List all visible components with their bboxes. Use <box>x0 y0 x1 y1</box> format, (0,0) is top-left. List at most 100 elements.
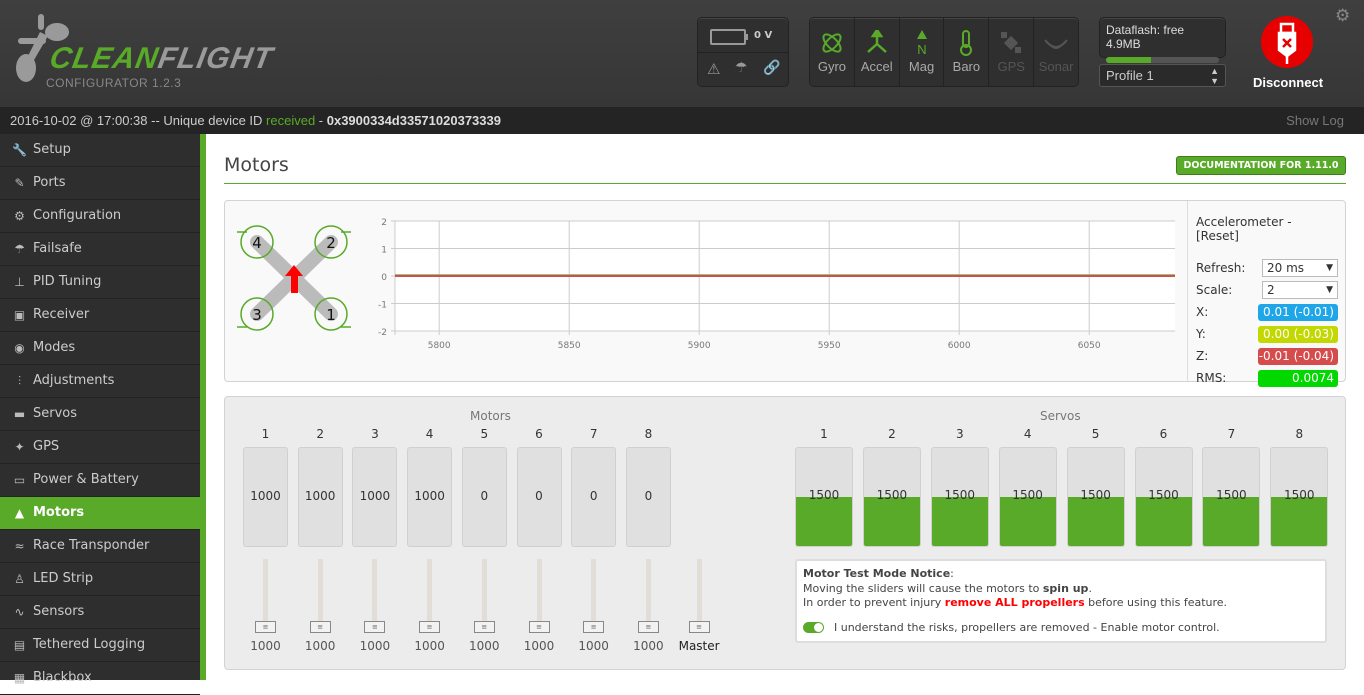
slider-handle[interactable]: ≡ <box>309 621 331 633</box>
app-version: CONFIGURATOR 1.2.3 <box>46 76 182 90</box>
slider-handle[interactable]: ≡ <box>419 621 441 633</box>
sidebar-item-motors[interactable]: ▲ Motors <box>0 497 200 530</box>
master-label: Master <box>678 639 720 653</box>
satellite-icon <box>1001 32 1022 53</box>
motor-slider-value: 1000 <box>469 639 500 653</box>
servo-column: 1 1500 <box>795 427 853 547</box>
sidebar-item-label: Failsafe <box>33 241 82 256</box>
motor-slider[interactable]: ≡ <box>626 559 671 639</box>
sidebar-item-label: Receiver <box>33 307 90 322</box>
motor-slider[interactable]: ≡ <box>352 559 397 639</box>
motor-slider[interactable]: ≡ <box>243 559 288 639</box>
servo-number: 3 <box>955 427 964 441</box>
forward-arrow-icon <box>285 265 303 293</box>
slider-handle[interactable]: ≡ <box>583 621 605 633</box>
y-tick-label: -2 <box>378 328 387 338</box>
motor-value-bar: 1000 <box>352 447 398 547</box>
motor-slider[interactable]: ≡ <box>298 559 343 639</box>
motor-slider[interactable]: ≡ <box>571 559 616 639</box>
page-title: Motors <box>224 154 289 176</box>
scale-select[interactable]: 2 <box>1262 281 1338 299</box>
sidebar-item-label: Servos <box>33 406 78 421</box>
disconnect-label[interactable]: Disconnect <box>1252 75 1324 90</box>
z-value-badge: -0.01 (-0.04) <box>1258 347 1338 365</box>
refresh-rate-select[interactable]: 20 ms <box>1262 259 1338 277</box>
motor-slider-value: 1000 <box>359 639 391 653</box>
sidebar: 🔧 Setup ✎ Ports ⚙ Configuration ☂ Failsafe ⊥ PID … <box>0 134 200 695</box>
motor-slider[interactable]: ≡ <box>462 559 507 639</box>
disconnect-button[interactable] <box>1261 16 1313 68</box>
sidebar-item-modes[interactable]: ◉ Modes <box>0 332 200 365</box>
motor-value-bar: 0 <box>625 447 671 547</box>
slider-handle[interactable]: ≡ <box>473 621 495 633</box>
motor-value-bar: 0 <box>461 447 507 547</box>
sidebar-icon: ✦ <box>14 440 25 454</box>
motor-column: 7 0 ≡ 1000 <box>571 427 617 653</box>
dataflash-usage-bar <box>1106 57 1219 63</box>
quad-motor-label: 2 <box>326 234 336 252</box>
slider-handle[interactable]: ≡ <box>637 621 659 633</box>
sidebar-item-servos[interactable]: ▬ Servos <box>0 398 200 431</box>
settings-gear-icon[interactable]: ⚙ <box>1335 6 1351 26</box>
master-slider[interactable]: ≡ <box>677 559 722 639</box>
sidebar-item-tethered-logging[interactable]: ▤ Tethered Logging <box>0 629 200 662</box>
sidebar-item-configuration[interactable]: ⚙ Configuration <box>0 200 200 233</box>
servo-column: 4 1500 <box>998 427 1057 547</box>
slider-handle[interactable]: ≡ <box>528 621 550 633</box>
y-tick-label: 2 <box>381 218 387 228</box>
sidebar-icon: ∿ <box>14 605 25 619</box>
failsafe-parachute-icon: ☂ <box>735 60 748 76</box>
servo-number: 8 <box>1295 427 1304 441</box>
motor-column: 3 1000 ≡ 1000 <box>352 427 398 653</box>
x-tick-label: 5850 <box>558 341 581 351</box>
logo-quad-icon <box>16 14 69 82</box>
battery-icon <box>710 29 746 45</box>
slider-handle[interactable]: ≡ <box>255 621 276 633</box>
link-icon: 🔗 <box>763 60 781 76</box>
logo-text: CLEANFLIGHT <box>47 42 276 75</box>
sidebar-item-pid-tuning[interactable]: ⊥ PID Tuning <box>0 266 200 299</box>
profile-select[interactable]: Profile 1 ▲ ▼ <box>1099 64 1226 87</box>
sidebar-icon: ▭ <box>13 473 26 487</box>
svg-text:N: N <box>917 42 926 56</box>
sidebar-item-ports[interactable]: ✎ Ports <box>0 167 200 200</box>
sidebar-icon: ⊥ <box>14 275 25 289</box>
sidebar-item-blackbox[interactable]: ▦ Blackbox <box>0 662 200 695</box>
documentation-button[interactable]: DOCUMENTATION FOR 1.11.0 <box>1176 156 1346 175</box>
sidebar-item-led-strip[interactable]: ♙ LED Strip <box>0 563 200 596</box>
slider-handle[interactable]: ≡ <box>688 621 710 633</box>
motor-number: 3 <box>371 427 379 441</box>
enable-motor-control-toggle[interactable] <box>803 622 824 633</box>
motor-slider[interactable]: ≡ <box>517 559 562 639</box>
accelerometer-panel: Accelerometer - [Reset] Refresh:20 ms Sc… <box>1187 201 1346 387</box>
sidebar-item-power-battery[interactable]: ▭ Power & Battery <box>0 464 200 497</box>
motors-heading: Motors <box>470 409 511 423</box>
sidebar-item-label: Blackbox <box>33 670 92 685</box>
servo-number: 6 <box>1159 427 1168 441</box>
sidebar-item-setup[interactable]: 🔧 Setup <box>0 134 200 167</box>
sidebar-icon: ⚙ <box>14 209 25 223</box>
sidebar-icon: 🔧 <box>12 143 27 157</box>
sidebar-item-failsafe[interactable]: ☂ Failsafe <box>0 233 200 266</box>
sidebar-item-receiver[interactable]: ▣ Receiver <box>0 299 200 332</box>
header: CLEANFLIGHT CONFIGURATOR 1.2.3 0 V ⚠ ☂ 🔗… <box>0 0 1364 107</box>
motor-slider[interactable]: ≡ <box>407 559 452 639</box>
motor-number: 8 <box>644 427 653 441</box>
show-log-button[interactable]: Show Log <box>1286 113 1344 128</box>
sidebar-item-gps[interactable]: ✦ GPS <box>0 431 200 464</box>
sidebar-item-label: Sensors <box>33 604 85 619</box>
sidebar-item-label: Race Transponder <box>33 538 150 553</box>
accelerometer-title[interactable]: Accelerometer - [Reset] <box>1196 215 1292 243</box>
sidebar-item-race-transponder[interactable]: ≈ Race Transponder <box>0 530 200 563</box>
sensor-accel: Accel <box>855 18 900 86</box>
sidebar-item-sensors[interactable]: ∿ Sensors <box>0 596 200 629</box>
quad-motor-label: 1 <box>326 306 336 324</box>
motor-number: 7 <box>589 427 598 441</box>
sidebar-icon: ☂ <box>14 242 25 256</box>
sidebar-item-adjustments[interactable]: ⫶ Adjustments <box>0 365 200 398</box>
slider-handle[interactable]: ≡ <box>364 621 386 633</box>
servo-value-bar: 1500 <box>1066 447 1125 547</box>
servo-column: 7 1500 <box>1202 427 1261 547</box>
motor-value-bar: 0 <box>516 447 562 547</box>
battery-status: 0 V ⚠ ☂ 🔗 <box>697 17 789 87</box>
